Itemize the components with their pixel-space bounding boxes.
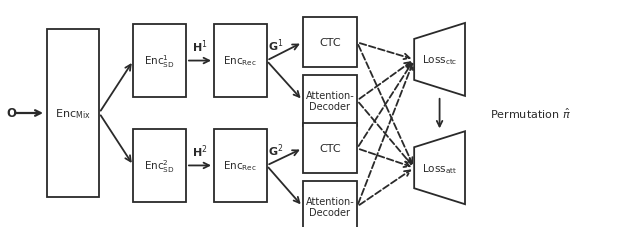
FancyBboxPatch shape xyxy=(46,30,99,197)
Text: $\mathbf{G}^2$: $\mathbf{G}^2$ xyxy=(268,142,284,158)
Text: Permutation $\hat{\pi}$: Permutation $\hat{\pi}$ xyxy=(490,106,570,121)
FancyBboxPatch shape xyxy=(303,18,357,68)
Text: CTC: CTC xyxy=(319,144,340,154)
Text: Enc$^{2}_{\mathrm{SD}}$: Enc$^{2}_{\mathrm{SD}}$ xyxy=(144,157,175,174)
Text: $\mathbf{H}^1$: $\mathbf{H}^1$ xyxy=(192,38,208,55)
Text: Loss$_{\mathrm{ctc}}$: Loss$_{\mathrm{ctc}}$ xyxy=(422,53,458,67)
Text: Attention-
Decoder: Attention- Decoder xyxy=(306,90,354,112)
FancyBboxPatch shape xyxy=(214,25,267,98)
Text: Enc$_{\mathrm{Mix}}$: Enc$_{\mathrm{Mix}}$ xyxy=(55,107,91,120)
Text: Enc$_{\mathrm{Rec}}$: Enc$_{\mathrm{Rec}}$ xyxy=(223,54,257,68)
Polygon shape xyxy=(414,24,465,96)
Text: $\mathbf{G}^1$: $\mathbf{G}^1$ xyxy=(268,37,284,54)
FancyBboxPatch shape xyxy=(303,76,357,126)
Text: Enc$_{\mathrm{Rec}}$: Enc$_{\mathrm{Rec}}$ xyxy=(223,159,257,173)
Text: $\mathbf{O}$: $\mathbf{O}$ xyxy=(6,107,17,120)
Text: Enc$^{1}_{\mathrm{SD}}$: Enc$^{1}_{\mathrm{SD}}$ xyxy=(144,53,175,70)
Text: Attention-
Decoder: Attention- Decoder xyxy=(306,196,354,217)
FancyBboxPatch shape xyxy=(133,25,186,98)
Text: Loss$_{\mathrm{att}}$: Loss$_{\mathrm{att}}$ xyxy=(422,161,457,175)
FancyBboxPatch shape xyxy=(303,124,357,174)
Polygon shape xyxy=(414,132,465,204)
Text: CTC: CTC xyxy=(319,38,340,48)
FancyBboxPatch shape xyxy=(133,129,186,202)
FancyBboxPatch shape xyxy=(303,182,357,227)
FancyBboxPatch shape xyxy=(214,129,267,202)
Text: $\mathbf{H}^2$: $\mathbf{H}^2$ xyxy=(192,143,208,159)
